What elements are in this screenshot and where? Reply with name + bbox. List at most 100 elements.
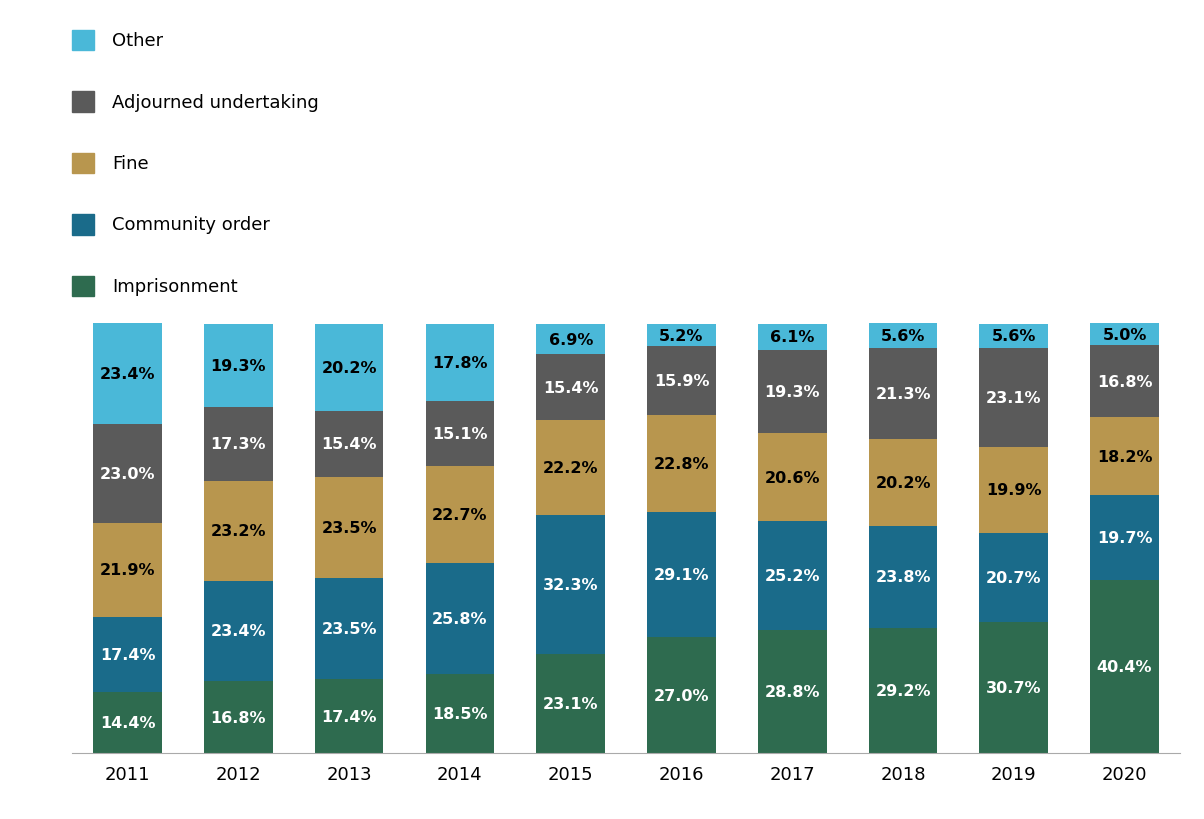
Bar (868, 348, 938, 440)
Bar (536, 325, 606, 355)
Text: 17.8%: 17.8% (432, 355, 488, 370)
Bar (425, 563, 495, 674)
Text: 20.2%: 20.2% (875, 475, 931, 491)
Text: 22.2%: 22.2% (543, 461, 598, 476)
Text: 14.4%: 14.4% (100, 715, 155, 730)
Bar (203, 407, 273, 482)
Text: 6.1%: 6.1% (771, 330, 814, 345)
Text: 19.3%: 19.3% (765, 385, 820, 400)
Text: 23.2%: 23.2% (211, 524, 266, 539)
Text: 16.8%: 16.8% (211, 710, 266, 725)
Text: 29.2%: 29.2% (875, 683, 931, 699)
Bar (757, 324, 827, 351)
Bar (647, 638, 716, 753)
Text: 15.4%: 15.4% (543, 380, 598, 395)
Bar (1090, 324, 1159, 346)
Bar (1090, 418, 1159, 495)
Bar (425, 466, 495, 563)
Text: 40.4%: 40.4% (1097, 659, 1152, 674)
Text: 25.8%: 25.8% (432, 611, 488, 627)
Text: 23.0%: 23.0% (100, 466, 155, 482)
Bar (536, 654, 606, 753)
Bar (979, 533, 1049, 622)
Bar (314, 679, 384, 753)
Text: 22.8%: 22.8% (654, 456, 709, 472)
Text: 23.1%: 23.1% (543, 696, 598, 712)
Bar (425, 325, 495, 401)
Bar (425, 401, 495, 466)
Text: 15.4%: 15.4% (321, 437, 377, 451)
Bar (979, 324, 1049, 349)
Bar (757, 630, 827, 753)
Bar (868, 324, 938, 348)
Bar (868, 440, 938, 526)
Bar (314, 324, 384, 411)
Text: 32.3%: 32.3% (543, 577, 598, 593)
Text: 23.8%: 23.8% (875, 570, 931, 585)
Bar (979, 349, 1049, 448)
Text: 20.7%: 20.7% (986, 570, 1041, 585)
Bar (314, 477, 384, 578)
Text: 20.2%: 20.2% (321, 360, 377, 375)
Text: 5.2%: 5.2% (660, 328, 703, 343)
Bar (757, 351, 827, 433)
Text: 23.1%: 23.1% (986, 391, 1041, 405)
Text: 18.2%: 18.2% (1097, 449, 1152, 464)
Bar (979, 622, 1049, 753)
Text: 19.3%: 19.3% (211, 359, 266, 373)
Bar (647, 513, 716, 638)
Bar (536, 516, 606, 654)
Text: 29.1%: 29.1% (654, 568, 709, 583)
Text: 5.6%: 5.6% (881, 328, 925, 343)
Text: 28.8%: 28.8% (765, 684, 820, 699)
Text: 18.5%: 18.5% (432, 706, 488, 722)
Text: 30.7%: 30.7% (986, 680, 1041, 695)
Text: 22.7%: 22.7% (432, 507, 488, 523)
Text: Other: Other (112, 32, 163, 50)
Bar (1090, 346, 1159, 418)
Bar (203, 581, 273, 681)
Bar (647, 346, 716, 415)
Bar (93, 424, 163, 523)
Text: 21.9%: 21.9% (100, 563, 155, 577)
Bar (536, 421, 606, 516)
Bar (647, 415, 716, 513)
Bar (314, 411, 384, 477)
Bar (868, 526, 938, 628)
Bar (1090, 580, 1159, 753)
Text: 23.4%: 23.4% (211, 624, 266, 639)
Bar (93, 617, 163, 692)
Bar (314, 578, 384, 679)
Text: Imprisonment: Imprisonment (112, 278, 237, 296)
Bar (1090, 495, 1159, 580)
Text: 23.4%: 23.4% (100, 367, 155, 382)
Text: 20.6%: 20.6% (765, 470, 820, 485)
Text: 23.5%: 23.5% (321, 621, 377, 636)
Text: 5.6%: 5.6% (992, 329, 1035, 344)
Bar (203, 681, 273, 753)
Text: 27.0%: 27.0% (654, 688, 709, 703)
Bar (757, 433, 827, 522)
Text: 21.3%: 21.3% (875, 387, 931, 401)
Bar (536, 355, 606, 421)
Text: Community order: Community order (112, 216, 270, 234)
Bar (93, 523, 163, 617)
Text: 19.9%: 19.9% (986, 482, 1041, 498)
Text: 17.4%: 17.4% (321, 708, 377, 724)
Text: Adjourned undertaking: Adjourned undertaking (112, 93, 319, 111)
Text: 15.1%: 15.1% (432, 426, 488, 441)
Text: 25.2%: 25.2% (765, 568, 820, 583)
Text: 23.5%: 23.5% (321, 520, 377, 535)
Bar (647, 324, 716, 346)
Bar (203, 482, 273, 581)
Text: 5.0%: 5.0% (1103, 328, 1146, 342)
Text: 15.9%: 15.9% (654, 373, 709, 388)
Bar (425, 674, 495, 753)
Text: 6.9%: 6.9% (549, 333, 592, 347)
Bar (203, 324, 273, 407)
Bar (93, 324, 163, 424)
Text: 19.7%: 19.7% (1097, 531, 1152, 545)
Bar (93, 692, 163, 753)
Text: 17.3%: 17.3% (211, 437, 266, 452)
Bar (868, 628, 938, 753)
